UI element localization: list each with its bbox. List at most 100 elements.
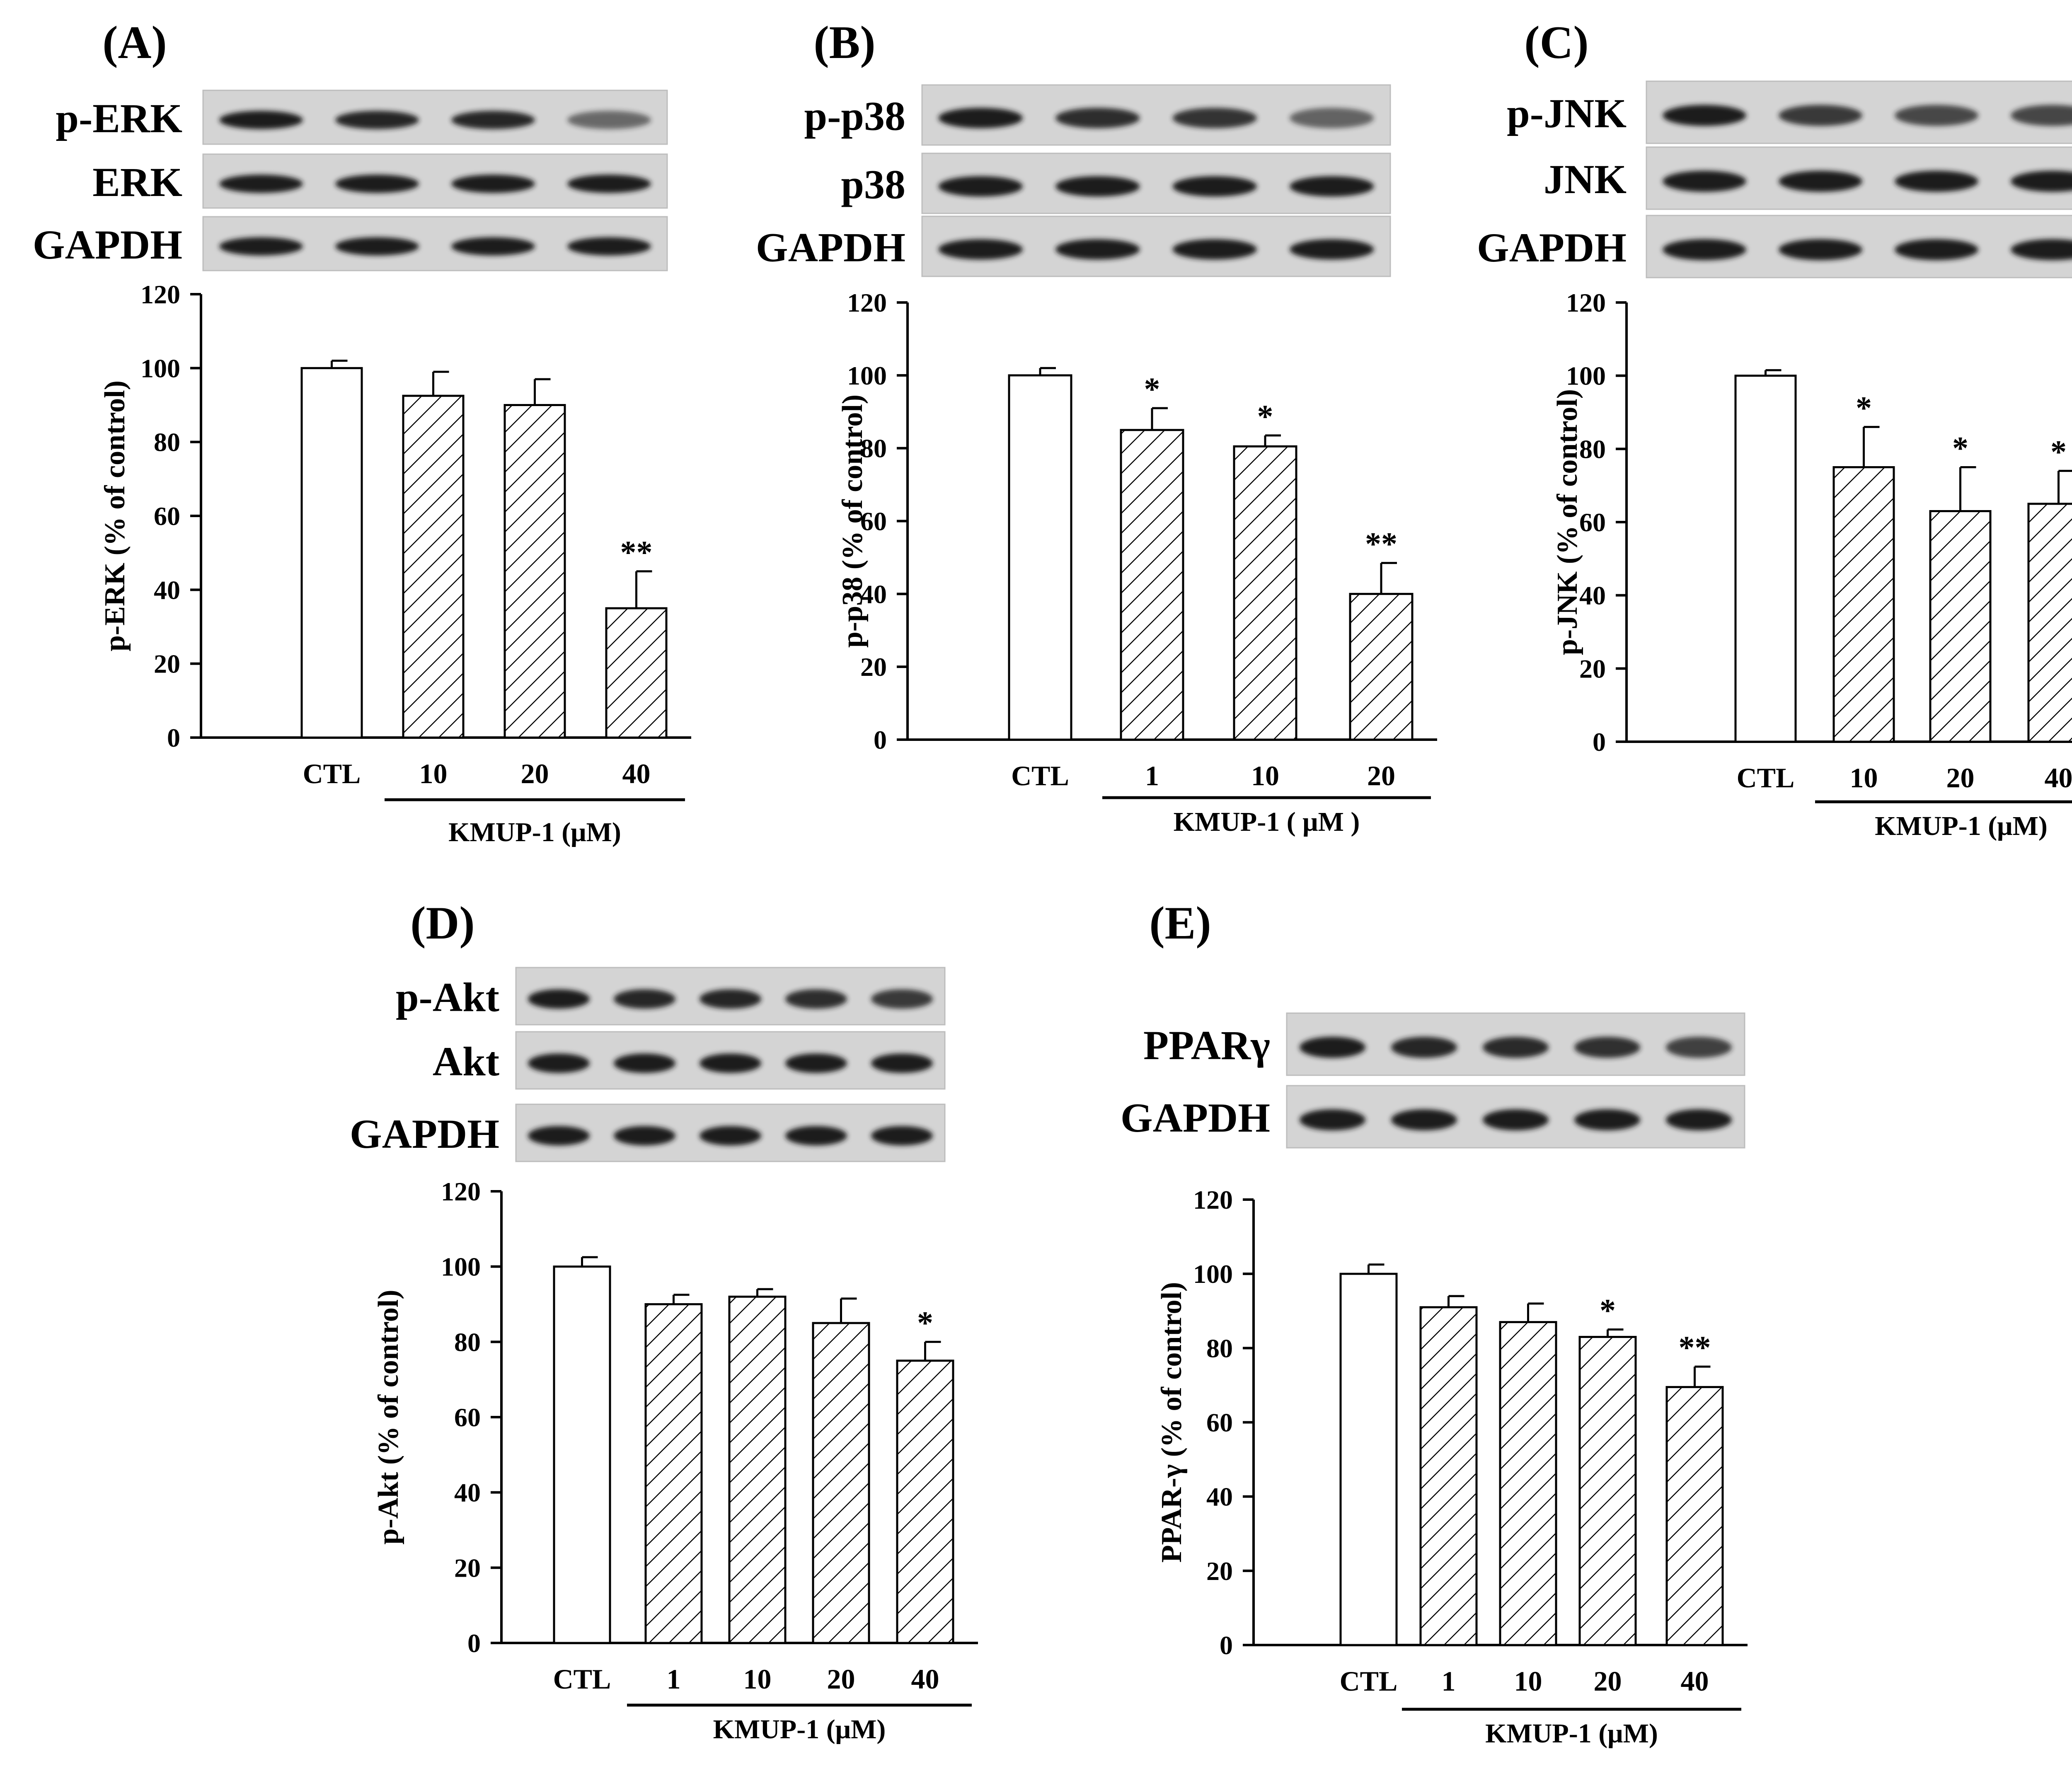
blot-band [2011,105,2072,126]
y-tick-label: 0 [874,725,887,755]
blot-band [1482,1037,1549,1058]
blot-strip: JNK [1544,146,2072,210]
blot-band [335,237,419,256]
blot-strip: GAPDH [1477,215,2072,278]
bar [644,1303,703,1644]
bar [1929,510,1992,743]
bar [1008,374,1072,741]
x-tick-label: CTL [303,758,361,789]
bar [1734,375,1797,743]
blot-band [1779,239,1862,260]
x-tick-label: 1 [1442,1665,1456,1697]
blot-band [1482,1109,1549,1130]
panel-label: (A) [102,17,167,68]
blot-label: GAPDH [350,1111,499,1157]
x-tick-label: 10 [1251,760,1279,791]
bar [1578,1336,1637,1646]
y-tick-label: 80 [454,1327,481,1357]
y-tick-label: 60 [1579,508,1606,537]
y-tick-label: 100 [1566,361,1606,391]
y-axis-label: p-ERK (% of control) [99,380,131,651]
bar [2027,503,2072,743]
blot-band [219,174,303,193]
y-tick-label: 20 [1579,654,1606,683]
blot-band [567,237,651,256]
blot-band [1895,239,1978,260]
x-tick-label: 20 [1367,760,1395,791]
blot-strip: p-JNK [1507,80,2072,144]
blot-label: GAPDH [756,225,905,271]
bar [1349,593,1414,741]
blot-label: p38 [841,162,905,208]
y-tick-label: 100 [847,361,887,390]
blot-band [1290,108,1374,128]
y-tick-label: 0 [167,723,180,752]
significance-marker: ** [1365,526,1397,562]
significance-marker: ** [620,534,653,570]
x-tick-label: 1 [667,1663,681,1695]
blot-band [567,174,651,193]
treatment-label: KMUP-1 ( μM ) [1174,807,1360,837]
panel-label: (B) [813,17,875,68]
blot-strip: GAPDH [1121,1085,1745,1149]
y-tick-label: 100 [1193,1259,1233,1289]
blot-band [1574,1109,1641,1130]
x-tick-label: 10 [743,1663,772,1695]
treatment-label: KMUP-1 (μM) [1485,1718,1658,1749]
blot-band [219,237,303,256]
blot-band [785,1053,847,1073]
chart-panel: (C) p-JNK JNK GAPDH 0 20 40 60 80 100 120 p-JNK (% … [1477,17,2072,841]
y-axis-label: PPAR-γ (% of control) [1156,1282,1188,1563]
blot-label: p-JNK [1507,90,1627,136]
panel-label: (D) [410,898,474,949]
blot-strip: Akt [433,1031,946,1090]
y-tick-label: 20 [454,1553,481,1582]
y-tick-label: 120 [847,288,887,317]
blot-band [1055,108,1140,128]
blot-band [1895,171,1978,192]
x-tick-label: 20 [827,1663,855,1695]
y-tick-label: 60 [154,501,180,531]
x-tick-label: 40 [911,1663,939,1695]
significance-marker: * [2050,433,2067,469]
y-axis: 0 20 40 60 80 100 120 [441,1177,503,1658]
blot-strip: p-p38 [804,84,1391,146]
blot-strip: ERK [92,153,668,209]
blot-band [335,111,419,129]
bar [1665,1386,1724,1646]
bar [300,367,363,739]
blot-label: GAPDH [1121,1095,1270,1141]
blot-band [1895,105,1978,126]
significance-marker: * [917,1304,933,1340]
y-tick-label: 40 [454,1478,481,1507]
blot-label: JNK [1544,156,1627,202]
y-axis: 0 20 40 60 80 100 120 [847,288,909,755]
x-tick-label: CTL [553,1663,611,1695]
bar [605,607,668,739]
y-axis-label: p-Akt (% of control) [373,1290,404,1544]
blot-band [699,1126,762,1146]
x-tick-label: 40 [622,758,651,789]
blot-strip: p-Akt [396,967,946,1026]
blot-label: Akt [433,1038,499,1084]
y-tick-label: 80 [860,434,887,463]
blot-band [1391,1109,1457,1130]
significance-marker: * [1856,390,1872,426]
chart-panel: (A) p-ERK ERK GAPDH 0 20 40 60 80 100 120 p-ERK (% … [33,17,691,847]
blot-band [2011,239,2072,260]
blot-band [938,239,1023,260]
x-tick-label: 20 [1946,762,1975,794]
y-tick-label: 80 [154,428,180,457]
blot-strip: GAPDH [756,215,1391,277]
y-tick-label: 100 [140,353,180,383]
y-tick-label: 100 [441,1252,481,1282]
treatment-label: KMUP-1 (μM) [448,817,621,847]
blot-band [1290,239,1374,260]
blot-label: PPARγ [1143,1022,1270,1068]
blot-band [1779,105,1862,126]
y-tick-label: 40 [860,579,887,609]
blot-label: ERK [92,159,182,205]
x-tick-label: 1 [1145,760,1159,791]
